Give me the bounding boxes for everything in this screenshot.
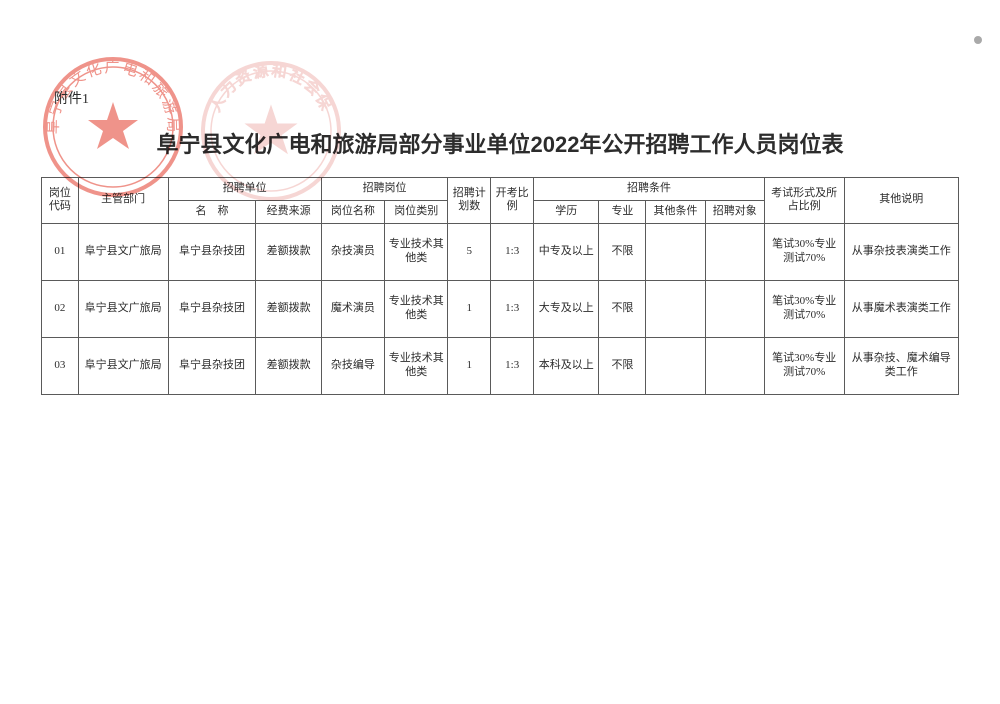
cell-exam: 笔试30%专业测试70% <box>764 223 844 280</box>
table-body: 01阜宁县文广旅局阜宁县杂技团差额拨款杂技演员专业技术其他类51:3中专及以上不… <box>42 223 959 394</box>
cell-post_name: 魔术演员 <box>321 280 384 337</box>
cell-post_name: 杂技编导 <box>321 337 384 394</box>
cell-ratio: 1:3 <box>491 223 534 280</box>
cell-unit_fund: 差额拨款 <box>256 223 321 280</box>
th-post-type: 岗位类别 <box>385 200 448 223</box>
cell-unit_name: 阜宁县杂技团 <box>168 337 256 394</box>
table-header: 岗位代码 主管部门 招聘单位 招聘岗位 招聘计划数 开考比例 招聘条件 考试形式… <box>42 178 959 224</box>
cell-code: 02 <box>42 280 79 337</box>
cell-ratio: 1:3 <box>491 337 534 394</box>
cell-cond_edu: 中专及以上 <box>534 223 599 280</box>
th-cond-major: 专业 <box>599 200 646 223</box>
stamp-right-text: 人力资源和社会保 <box>207 62 335 114</box>
page-title: 阜宁县文化广电和旅游局部分事业单位2022年公开招聘工作人员岗位表 <box>40 127 960 159</box>
cell-cond_major: 不限 <box>599 337 646 394</box>
cell-note: 从事杂技、魔术编导类工作 <box>844 337 959 394</box>
scan-smudge <box>974 36 982 44</box>
cell-exam: 笔试30%专业测试70% <box>764 337 844 394</box>
th-unit-fund: 经费来源 <box>256 200 321 223</box>
cell-note: 从事魔术表演类工作 <box>844 280 959 337</box>
page-root: 阜宁县文化广电和旅游局 人力资源和社会保 附件1 阜宁县文化广电和旅游局部分事业… <box>0 0 1000 704</box>
cell-post_type: 专业技术其他类 <box>385 223 448 280</box>
svg-text:人力资源和社会保: 人力资源和社会保 <box>207 62 335 114</box>
cell-cond_major: 不限 <box>599 280 646 337</box>
cell-cond_target <box>705 337 764 394</box>
cell-cond_edu: 本科及以上 <box>534 337 599 394</box>
cell-cond_other <box>646 223 705 280</box>
th-unit-group: 招聘单位 <box>168 178 321 201</box>
th-exam: 考试形式及所占比例 <box>764 178 844 224</box>
cell-cond_edu: 大专及以上 <box>534 280 599 337</box>
th-unit-name: 名 称 <box>168 200 256 223</box>
attachment-label: 附件1 <box>54 88 89 108</box>
th-cond-group: 招聘条件 <box>534 178 765 201</box>
cell-unit_fund: 差额拨款 <box>256 337 321 394</box>
positions-table: 岗位代码 主管部门 招聘单位 招聘岗位 招聘计划数 开考比例 招聘条件 考试形式… <box>41 177 959 395</box>
th-note: 其他说明 <box>844 178 959 224</box>
cell-cond_other <box>646 280 705 337</box>
cell-plan: 5 <box>448 223 491 280</box>
th-post-group: 招聘岗位 <box>321 178 448 201</box>
cell-cond_target <box>705 223 764 280</box>
cell-ratio: 1:3 <box>491 280 534 337</box>
cell-cond_target <box>705 280 764 337</box>
cell-note: 从事杂技表演类工作 <box>844 223 959 280</box>
cell-code: 03 <box>42 337 79 394</box>
th-dept: 主管部门 <box>78 178 168 224</box>
cell-unit_name: 阜宁县杂技团 <box>168 223 256 280</box>
cell-unit_fund: 差额拨款 <box>256 280 321 337</box>
th-cond-target: 招聘对象 <box>705 200 764 223</box>
cell-dept: 阜宁县文广旅局 <box>78 223 168 280</box>
cell-plan: 1 <box>448 280 491 337</box>
th-ratio: 开考比例 <box>491 178 534 224</box>
table-row: 02阜宁县文广旅局阜宁县杂技团差额拨款魔术演员专业技术其他类11:3大专及以上不… <box>42 280 959 337</box>
cell-exam: 笔试30%专业测试70% <box>764 280 844 337</box>
th-cond-other: 其他条件 <box>646 200 705 223</box>
cell-post_type: 专业技术其他类 <box>385 337 448 394</box>
cell-dept: 阜宁县文广旅局 <box>78 280 168 337</box>
th-post-name: 岗位名称 <box>321 200 384 223</box>
cell-plan: 1 <box>448 337 491 394</box>
cell-cond_major: 不限 <box>599 223 646 280</box>
cell-post_type: 专业技术其他类 <box>385 280 448 337</box>
cell-code: 01 <box>42 223 79 280</box>
table-row: 03阜宁县文广旅局阜宁县杂技团差额拨款杂技编导专业技术其他类11:3本科及以上不… <box>42 337 959 394</box>
cell-unit_name: 阜宁县杂技团 <box>168 280 256 337</box>
th-code: 岗位代码 <box>42 178 79 224</box>
cell-cond_other <box>646 337 705 394</box>
th-cond-edu: 学历 <box>534 200 599 223</box>
cell-post_name: 杂技演员 <box>321 223 384 280</box>
cell-dept: 阜宁县文广旅局 <box>78 337 168 394</box>
table-row: 01阜宁县文广旅局阜宁县杂技团差额拨款杂技演员专业技术其他类51:3中专及以上不… <box>42 223 959 280</box>
th-plan: 招聘计划数 <box>448 178 491 224</box>
